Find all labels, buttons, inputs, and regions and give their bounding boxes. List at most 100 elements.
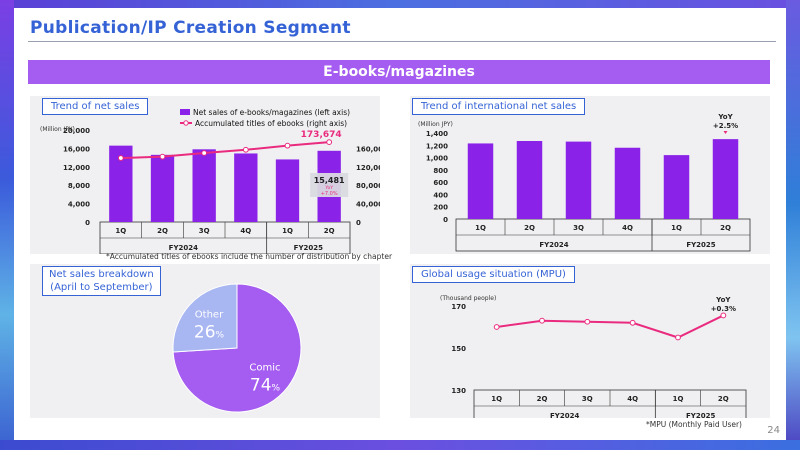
mpu-tick-label: 4Q [627, 395, 638, 403]
mpu-point [675, 334, 681, 341]
intl-y-tick: 600 [433, 179, 448, 187]
breakdown-label-line2: (April to September) [50, 282, 153, 293]
mpu-unit-label: (Thousand people) [440, 295, 496, 302]
page-number: 24 [767, 425, 780, 436]
intl-sales-label: Trend of international net sales [412, 98, 586, 115]
mpu-point [493, 324, 500, 330]
net-sales-left-tick: 8,000 [68, 182, 90, 190]
mpu-year-label: FY2025 [686, 412, 715, 418]
mpu-yoy-value: +0.3% [711, 305, 736, 313]
net-sales-right-tick: 160,000 [356, 145, 380, 153]
frame-right [786, 0, 800, 450]
net-sales-bar [234, 153, 258, 222]
mpu-label: Global usage situation (MPU) [412, 266, 575, 283]
net-sales-year-label: FY2024 [169, 244, 198, 252]
frame-top [0, 0, 800, 8]
accumulated-titles-end-label: 173,674 [301, 130, 342, 140]
breakdown-label: Net sales breakdown (April to September) [42, 266, 161, 296]
net-sales-right-tick: 0 [356, 219, 361, 227]
net-sales-callout-value: 15,481 [314, 176, 345, 185]
intl-bar [663, 155, 690, 219]
slide: Publication/IP Creation Segment E-books/… [14, 8, 786, 440]
net-sales-tick-label: 2Q [157, 227, 168, 235]
net-sales-left-tick: 4,000 [68, 201, 90, 209]
net-sales-left-tick: 20,000 [63, 127, 90, 135]
net-sales-tick-label: 4Q [240, 227, 251, 235]
net-sales-tick-label: 1Q [115, 227, 126, 235]
net-sales-right-tick: 40,000 [356, 201, 380, 209]
mpu-y-tick: 170 [451, 303, 466, 311]
intl-bar [712, 139, 739, 219]
accumulated-titles-point [159, 153, 166, 160]
pie-slice-value: 74% [250, 375, 281, 395]
net-sales-year-label: FY2025 [294, 244, 323, 252]
ebooks-footnote: *Accumulated titles of ebooks include th… [106, 252, 393, 261]
section-banner: E-books/magazines [28, 60, 770, 84]
intl-tick-label: 1Q [671, 224, 682, 232]
intl-bar [614, 147, 641, 219]
intl-year-label: FY2024 [539, 241, 568, 249]
intl-yoy-value: +2.5% [713, 122, 738, 130]
net-sales-callout-yoy: YoY [324, 185, 333, 191]
mpu-year-label: FY2024 [550, 412, 579, 418]
mpu-y-tick: 150 [451, 345, 466, 353]
net-sales-panel: (Million JPY) 0 4,000 8,000 12,000 16,000 20,0… [30, 96, 388, 255]
breakdown-pie-chart: Comic 74% Other 26% [172, 283, 302, 413]
pie-slice-label: Other [195, 310, 224, 321]
legend-bar-swatch [180, 109, 190, 115]
accumulated-titles-line [120, 141, 330, 160]
mpu-footnote: *MPU (Monthly Paid User) [646, 420, 742, 429]
net-sales-bar [192, 149, 216, 222]
net-sales-right-tick: 120,000 [356, 164, 380, 172]
intl-bar [467, 143, 494, 219]
intl-yoy-arrow [723, 131, 728, 134]
accumulated-titles-point [201, 150, 208, 156]
mpu-point [539, 317, 545, 324]
intl-sales-chart: (Million JPY) 0 200 400 600 800 1,000 1,200 1,40… [418, 113, 751, 252]
net-sales-callout-box [310, 173, 349, 197]
title-rule [28, 41, 776, 42]
frame-bottom [0, 440, 800, 450]
intl-y-tick: 1,000 [426, 155, 448, 163]
net-sales-label: Trend of net sales [42, 98, 149, 115]
pie-slice-label: Comic [249, 362, 280, 373]
breakdown-label-line1: Net sales breakdown [49, 269, 154, 280]
intl-year-label: FY2025 [686, 241, 715, 249]
pie-slice-other [172, 283, 238, 353]
net-sales-tick-label: 3Q [199, 227, 210, 235]
intl-yoy-label: YoY [717, 113, 733, 121]
mpu-line [496, 314, 724, 339]
mpu-point [584, 318, 591, 325]
net-sales-bar [275, 159, 300, 222]
intl-bar [565, 141, 592, 219]
accumulated-titles-point [284, 142, 291, 149]
mpu-line-chart: (Thousand people) 130 150 170 1Q 2Q 3Q 4Q 1Q 2Q FY… [440, 295, 747, 423]
intl-tick-label: 2Q [524, 224, 535, 232]
accumulated-titles-point [117, 155, 124, 161]
intl-tick-label: 3Q [573, 224, 584, 232]
intl-y-tick: 400 [433, 191, 448, 199]
pie-slice-value: 26% [194, 323, 225, 343]
accumulated-titles-point [242, 146, 249, 153]
net-sales-callout-yoy-value: +7.0% [321, 191, 338, 197]
legend-line-label: Accumulated titles of ebooks (right axis… [195, 119, 347, 128]
accumulated-titles-point [326, 139, 333, 146]
mpu-tick-label: 1Q [491, 395, 502, 403]
net-sales-left-tick: 12,000 [63, 164, 90, 172]
mpu-yoy-label: YoY [715, 296, 731, 304]
net-sales-left-tick: 16,000 [63, 145, 90, 153]
intl-y-tick: 0 [443, 216, 448, 224]
intl-tick-label: 4Q [622, 224, 633, 232]
intl-tick-label: 1Q [475, 224, 486, 232]
mpu-y-tick: 130 [451, 387, 466, 395]
net-sales-right-tick: 80,000 [356, 182, 380, 190]
intl-sales-panel: (Million JPY) 0 200 400 600 800 1,000 1,200 1,40… [410, 96, 770, 254]
net-sales-left-tick: 0 [85, 219, 90, 227]
legend-bar-label: Net sales of e-books/magazines (left axi… [193, 108, 350, 117]
net-sales-tick-label: 2Q [324, 227, 335, 235]
mpu-panel: (Thousand people) 130 150 170 1Q 2Q 3Q 4Q 1Q 2Q FY… [410, 264, 770, 423]
mpu-tick-label: 1Q [673, 395, 684, 403]
mpu-tick-label: 3Q [582, 395, 593, 403]
intl-tick-label: 2Q [720, 224, 731, 232]
intl-y-tick: 200 [433, 204, 448, 212]
